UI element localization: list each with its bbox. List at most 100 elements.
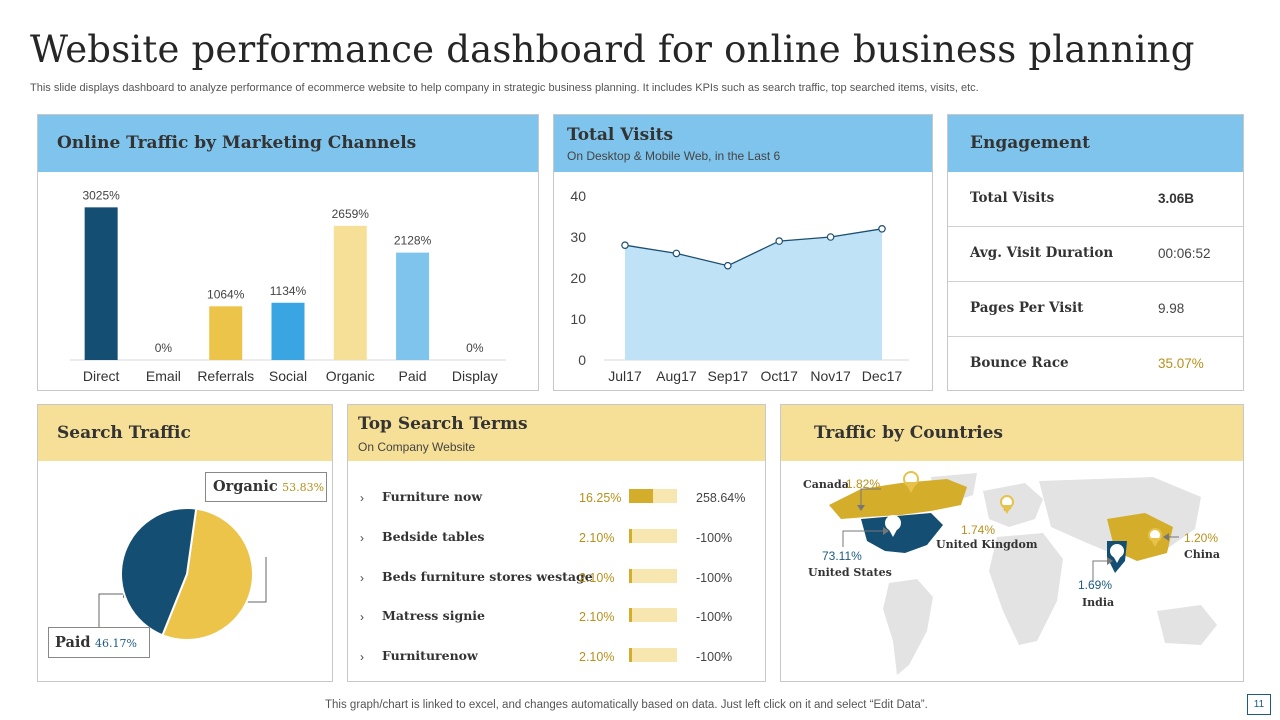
visits-point[interactable] [775, 237, 784, 245]
search-term-bar-fill [629, 608, 633, 622]
engagement-row-pages-per-visit: Pages Per Visit 9.98 [948, 281, 1243, 336]
bar-value-label: 2128% [394, 234, 432, 248]
bar-paid[interactable] [396, 252, 430, 360]
search-term-label: Furniture now [382, 489, 483, 504]
chevron-right-icon: › [360, 571, 364, 585]
canada-leader [860, 488, 881, 507]
total-visits-header: Total Visits On Desktop & Mobile Web, in… [554, 115, 932, 172]
search-term-bar [629, 529, 677, 543]
bar-category-label: Direct [83, 368, 120, 384]
canada-leader-arrow [857, 505, 865, 511]
search-term-row[interactable]: › Furniturenow 2.10% -100% [348, 638, 765, 678]
search-term-change: -100% [696, 610, 733, 624]
map-pin-icon [1110, 544, 1124, 563]
country-name-uk: United Kingdom [936, 538, 1038, 551]
organic-callout: Organic 53.83% [205, 472, 327, 502]
engagement-row-bounce-race: Bounce Race 35.07% [948, 336, 1243, 391]
bar-value-label: 2659% [332, 207, 370, 221]
bar-organic[interactable] [333, 225, 367, 360]
search-traffic-chart[interactable] [38, 461, 334, 683]
search-term-label: Furniturenow [382, 648, 478, 663]
search-term-change: 258.64% [696, 491, 746, 505]
visits-point[interactable] [621, 241, 629, 250]
engagement-title: Engagement [970, 133, 1090, 153]
paid-value: 46.17% [95, 637, 137, 650]
total-visits-panel: Total Visits On Desktop & Mobile Web, in… [553, 114, 933, 391]
bar-direct[interactable] [84, 207, 118, 360]
x-tick-label: Nov17 [810, 368, 851, 384]
chevron-right-icon: › [360, 491, 364, 505]
x-tick-label: Sep17 [708, 368, 749, 384]
visits-area [625, 228, 882, 360]
paid-callout: Paid 46.17% [48, 627, 150, 658]
search-term-percent: 16.25% [579, 491, 622, 505]
bar-category-label: Email [146, 368, 181, 384]
bar-category-label: Paid [399, 368, 427, 384]
world-map[interactable] [781, 461, 1245, 683]
usa-leader-arrow [883, 527, 889, 535]
search-term-bar-fill [629, 648, 633, 662]
country-value-india: 1.69% [1078, 578, 1113, 592]
search-traffic-panel: Search Traffic Organic 53.83% Paid 46.17… [37, 404, 333, 682]
bar-value-label: 0% [466, 341, 484, 355]
usa-shape [861, 513, 943, 553]
countries-header: Traffic by Countries [781, 405, 1243, 461]
engagement-value: 9.98 [1158, 301, 1185, 316]
country-value-china: 1.20% [1184, 531, 1219, 545]
engagement-label: Avg. Visit Duration [970, 245, 1114, 261]
visits-point[interactable] [826, 233, 835, 241]
map-pin-icon [1000, 495, 1014, 514]
page-subtitle: This slide displays dashboard to analyze… [30, 82, 979, 94]
bar-value-label: 3025% [82, 188, 120, 202]
map-pin-icon [903, 471, 919, 493]
bar-referrals[interactable] [209, 306, 243, 360]
search-term-row[interactable]: › Matress signie 2.10% -100% [348, 598, 765, 638]
y-tick-label: 0 [578, 352, 586, 368]
search-term-percent: 2.10% [579, 650, 615, 664]
engagement-label: Bounce Race [970, 355, 1069, 371]
chevron-right-icon: › [360, 610, 364, 624]
total-visits-title: Total Visits [567, 125, 674, 145]
y-tick-label: 30 [570, 229, 586, 245]
pie-slice-organic[interactable] [161, 507, 254, 641]
search-term-percent: 2.10% [579, 610, 615, 624]
visits-point[interactable] [672, 249, 681, 258]
page-number: 11 [1247, 694, 1271, 715]
country-name-usa: United States [808, 566, 892, 579]
search-term-bar [629, 608, 677, 622]
countries-panel: Traffic by Countries [780, 404, 1244, 682]
bar-category-label: Social [269, 368, 307, 384]
search-term-percent: 2.10% [579, 531, 615, 545]
pie-slice-paid[interactable] [120, 507, 198, 637]
country-value-uk: 1.74% [961, 523, 996, 537]
search-term-row[interactable]: › Furniture now 16.25% 258.64% [348, 479, 765, 519]
search-term-label: Bedside tables [382, 529, 485, 544]
search-term-row[interactable]: › Bedside tables 2.10% -100% [348, 519, 765, 559]
country-name-india: India [1082, 596, 1115, 609]
y-tick-label: 40 [570, 188, 586, 204]
engagement-row-total-visits: Total Visits 3.06B [948, 172, 1243, 227]
top-search-header: Top Search Terms On Company Website [348, 405, 765, 461]
total-visits-chart[interactable]: 0 10 20 30 40 Jul17 Aug17 Sep17 Oct17 Nov17 Dec17 [554, 172, 934, 392]
usa-leader [842, 530, 883, 547]
visits-line [624, 228, 883, 267]
total-visits-subtitle: On Desktop & Mobile Web, in the Last 6 [567, 149, 781, 163]
top-search-panel: Top Search Terms On Company Website › Fu… [347, 404, 766, 682]
x-tick-label: Jul17 [608, 368, 642, 384]
online-traffic-chart[interactable]: 3025% Direct 0% Email 1064% Referrals 1134% Soc… [38, 172, 540, 392]
bar-category-label: Referrals [197, 368, 254, 384]
bar-category-label: Organic [326, 368, 375, 384]
engagement-label: Total Visits [970, 190, 1055, 206]
chevron-right-icon: › [360, 531, 364, 545]
search-traffic-title: Search Traffic [57, 423, 191, 443]
search-term-change: -100% [696, 650, 733, 664]
map-pin-icon [885, 515, 901, 537]
visits-point[interactable] [724, 261, 732, 270]
online-traffic-header: Online Traffic by Marketing Channels [38, 115, 538, 172]
bar-value-label: 1134% [270, 284, 307, 298]
online-traffic-panel: Online Traffic by Marketing Channels 302… [37, 114, 539, 391]
australia-shape [1157, 605, 1217, 645]
search-term-row[interactable]: › Beds furniture stores westage 2.10% -1… [348, 559, 765, 599]
bar-social[interactable] [271, 302, 305, 360]
visits-point[interactable] [878, 224, 886, 233]
